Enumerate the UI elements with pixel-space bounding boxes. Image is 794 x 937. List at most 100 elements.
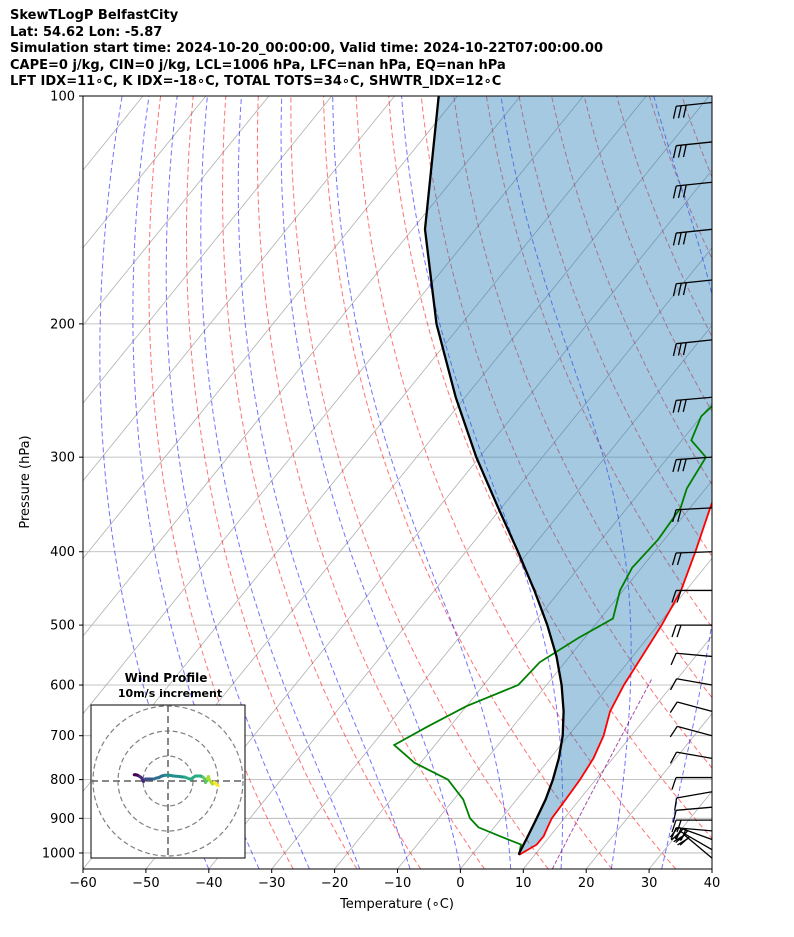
barb-shaft: [675, 551, 713, 554]
title-line: SkewTLogP BelfastCity: [10, 8, 179, 23]
isotherm-gridline: [522, 635, 712, 869]
y-tick-label: 600: [50, 679, 75, 694]
location-line: Lat: 54.62 Lon: -5.87: [10, 24, 163, 40]
time-line: Simulation start time: 2024-10-20_00:00:…: [10, 41, 603, 56]
x-tick-label: −20: [321, 876, 348, 891]
barb-flag: [677, 343, 682, 356]
barb-flag: [670, 827, 677, 840]
barb-shaft: [676, 678, 713, 686]
dry-adiabat: [323, 96, 613, 869]
wind-barb: [671, 551, 713, 566]
barb-flag: [669, 751, 678, 764]
x-tick-label: 40: [704, 876, 721, 891]
x-tick-label: −60: [69, 876, 96, 891]
wind-profile-inset: [90, 704, 246, 859]
isotherm-gridline: [460, 557, 712, 869]
barb-shaft: [676, 141, 713, 147]
wind-barb: [672, 339, 713, 357]
y-tick-label: 900: [50, 812, 75, 827]
barb-shaft: [676, 339, 713, 345]
x-tick-label: 10: [515, 876, 532, 891]
barb-flag: [676, 819, 682, 833]
moist-adiabat: [401, 96, 564, 869]
dry-adiabat: [388, 96, 712, 840]
isotherm-gridline: [775, 96, 794, 869]
barb-flag: [677, 459, 682, 472]
barb-flag: [682, 231, 687, 245]
wind-barbs: [669, 101, 713, 859]
barb-flag: [675, 827, 682, 841]
wind-profile-title: Wind Profile: [125, 671, 208, 685]
dry-adiabat: [453, 96, 712, 699]
wind-barb: [672, 181, 713, 199]
isotherm-gridline: [145, 169, 712, 869]
barb-shaft: [676, 228, 713, 234]
barb-flag: [677, 232, 682, 246]
barb-flag: [676, 552, 682, 566]
wind-barb: [672, 806, 713, 823]
x-tick-label: −30: [258, 876, 285, 891]
y-tick-label: 300: [50, 451, 75, 466]
barb-shaft: [680, 831, 713, 851]
y-tick-label: 700: [50, 729, 75, 744]
barb-flag: [677, 105, 682, 119]
isotherm-gridline: [83, 96, 333, 404]
x-tick-label: −40: [195, 876, 222, 891]
isotherm-gridline: [83, 96, 584, 715]
wind-barb: [670, 652, 713, 666]
dewpoint-profile: [392, 404, 712, 856]
barb-flag: [669, 701, 678, 713]
isotherm-gridline: [208, 247, 712, 869]
x-axis-label: Temperature (∘C): [339, 897, 454, 912]
barb-shaft: [677, 701, 713, 712]
dry-adiabat: [551, 96, 712, 486]
dry-adiabat: [747, 96, 794, 869]
barb-flag: [671, 819, 677, 833]
dry-adiabat: [420, 96, 712, 769]
wind-profile-clip: [91, 705, 245, 858]
wind-barb: [672, 396, 713, 413]
barb-flag: [680, 828, 687, 841]
barb-flag: [670, 653, 677, 666]
mixing-ratio-line: [719, 680, 794, 870]
wind-barb: [669, 725, 713, 738]
cape-line: CAPE=0 j/kg, CIN=0 j/kg, LCL=1006 hPa, L…: [10, 57, 506, 73]
barb-flag: [679, 836, 690, 846]
wind-profile-segment: [215, 783, 220, 787]
barb-flag: [677, 399, 682, 413]
barb-flag: [677, 509, 682, 522]
isotherm-gridline: [83, 96, 458, 560]
barb-shaft: [676, 181, 713, 187]
barb-shaft: [676, 806, 713, 811]
barb-flag: [671, 624, 677, 638]
moist-adiabat: [200, 96, 361, 869]
isotherm-gridline: [83, 96, 521, 637]
barb-shaft: [677, 826, 713, 841]
barb-flag: [672, 185, 677, 199]
moist-adiabat: [237, 96, 411, 869]
plot-area: [0, 96, 794, 870]
y-tick-label: 500: [50, 619, 75, 634]
wind-barb: [671, 589, 712, 603]
wind-barb: [672, 507, 713, 523]
barb-flag: [682, 282, 687, 296]
moist-adiabat: [165, 96, 310, 869]
barb-shaft: [677, 725, 713, 737]
wind-barb: [671, 819, 712, 833]
y-tick-label: 800: [50, 773, 75, 788]
barb-shaft: [676, 827, 713, 832]
dry-adiabat: [148, 96, 294, 869]
x-tick-label: 20: [578, 876, 595, 891]
chart-header: SkewTLogP BelfastCity Lat: 54.62 Lon: -5…: [10, 8, 603, 91]
x-tick-label: 0: [456, 876, 464, 891]
moist-adiabat: [500, 96, 632, 869]
barb-flag: [672, 283, 677, 297]
barb-flag: [677, 283, 682, 296]
isotherm-gridline: [0, 96, 80, 869]
cin-shading: [425, 96, 712, 855]
barb-shaft: [676, 507, 713, 511]
barb-flag: [677, 185, 682, 198]
x-tick-label: −50: [132, 876, 159, 891]
